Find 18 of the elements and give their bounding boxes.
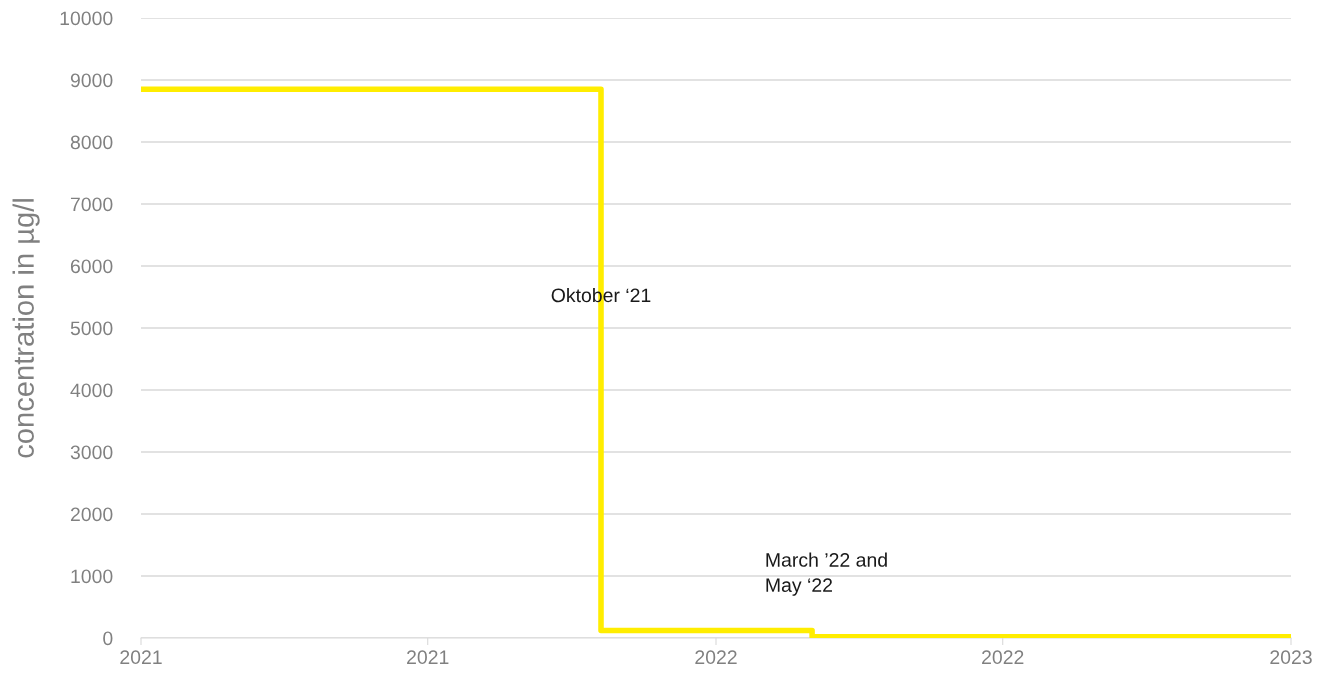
y-tick-label: 5000 <box>70 321 113 336</box>
x-tick-label: 2023 <box>1270 650 1312 665</box>
annotation: March ’22 and May ‘22 <box>766 552 887 596</box>
y-tick-label: 3000 <box>70 445 113 460</box>
y-tick-label: 4000 <box>70 383 113 398</box>
y-tick-label: 0 <box>103 631 113 646</box>
y-tick-label: 1000 <box>71 569 113 584</box>
y-tick-label: 6000 <box>70 259 113 274</box>
y-tick-label: 8000 <box>70 135 113 150</box>
y-axis-title: concentration in µg/l <box>12 199 40 458</box>
x-tick-label: 2022 <box>982 650 1024 665</box>
y-tick-label: 10000 <box>60 11 113 26</box>
y-tick-label: 7000 <box>70 197 113 212</box>
y-tick-label: 2000 <box>70 507 113 522</box>
x-tick-label: 2021 <box>120 650 162 665</box>
y-tick-label: 9000 <box>70 73 113 88</box>
x-tick-label: 2022 <box>695 650 737 665</box>
x-tick-label: 2021 <box>407 650 449 665</box>
